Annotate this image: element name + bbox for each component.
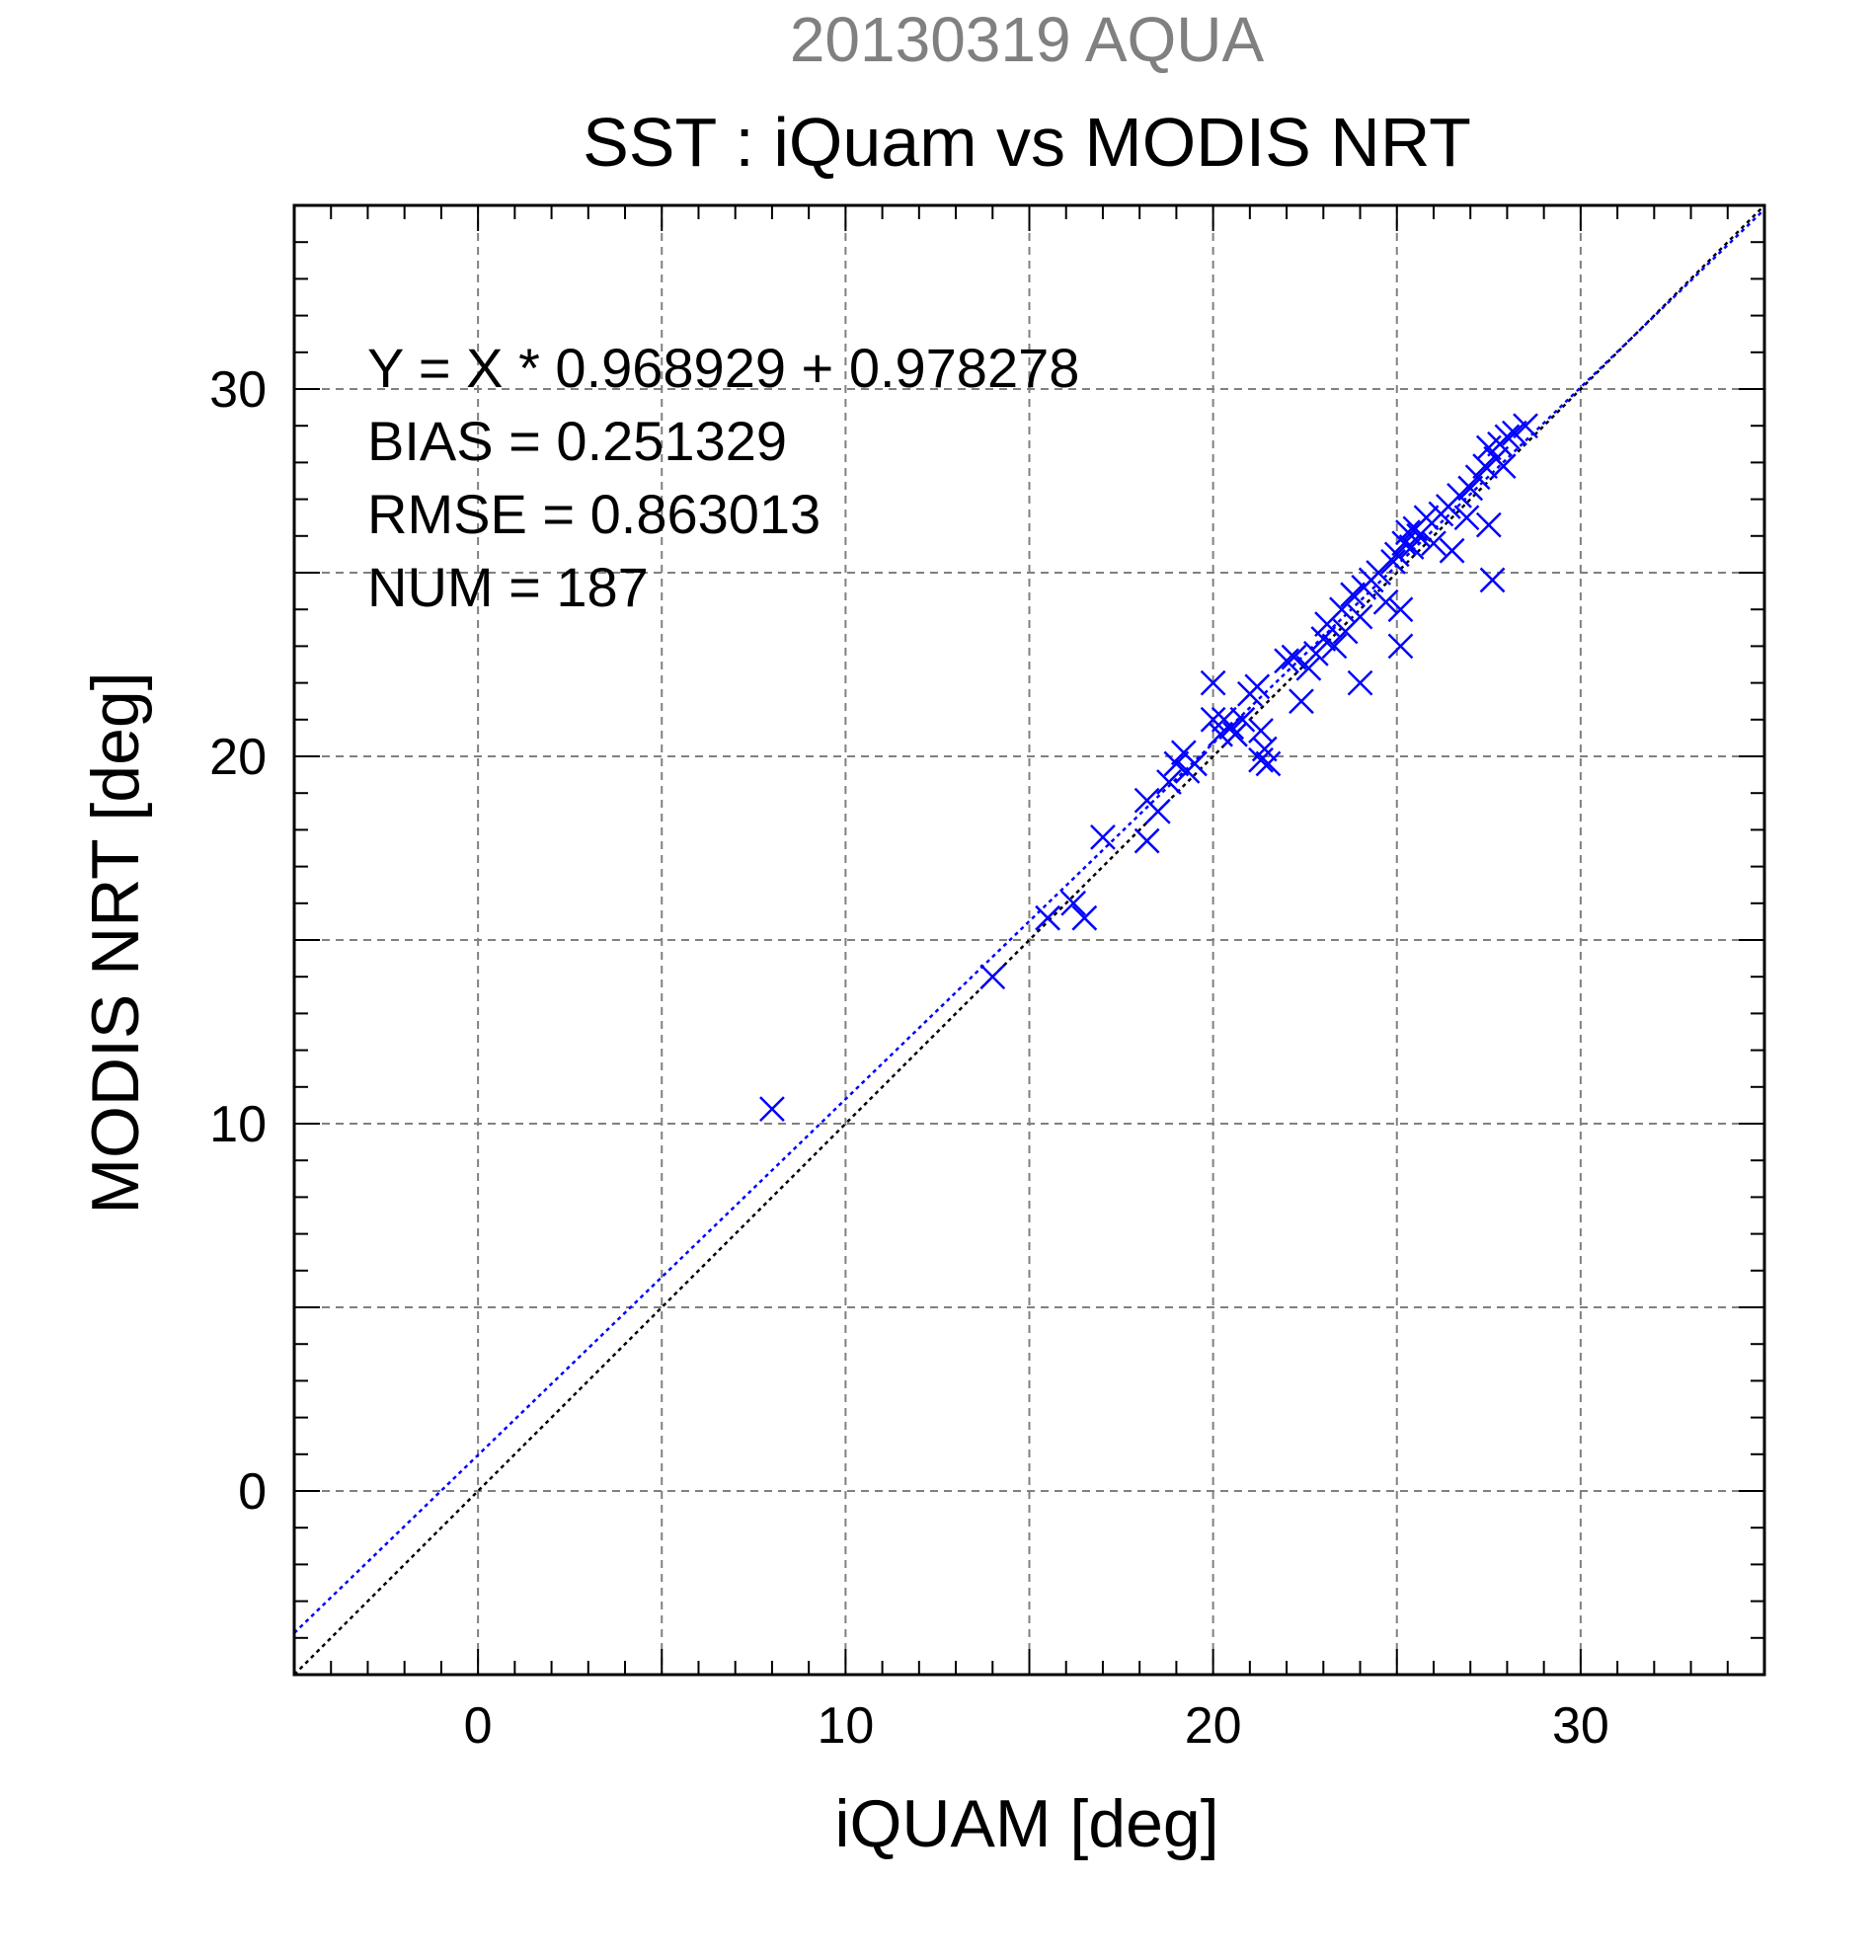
scatter-point — [1413, 505, 1440, 531]
scatter-point — [1387, 633, 1414, 660]
scatter-point — [1501, 420, 1527, 446]
regression-equation: Y = X * 0.968929 + 0.978278 — [367, 337, 1079, 399]
y-tick-label: 30 — [209, 361, 267, 419]
scatter-point — [1255, 750, 1282, 777]
scatter-point — [979, 964, 1006, 990]
scatter-point — [1383, 541, 1410, 568]
data-points — [759, 413, 1538, 1123]
scatter-point — [1281, 644, 1307, 670]
scatter-point — [1163, 750, 1190, 777]
scatter-point — [759, 1096, 785, 1123]
reference-lines — [293, 204, 1765, 1676]
scatter-point — [1439, 537, 1465, 564]
x-tick-label: 30 — [1552, 1697, 1609, 1755]
scatter-point — [1302, 640, 1329, 666]
scatter-point — [1372, 588, 1399, 615]
y-tick-label: 10 — [209, 1096, 267, 1153]
scatter-point — [1218, 714, 1245, 741]
bias-value: BIAS = 0.251329 — [367, 410, 787, 472]
scatter-point — [1071, 904, 1098, 931]
scatter-point — [1200, 706, 1226, 733]
scatter-point — [1060, 890, 1087, 916]
scatter-point — [1472, 453, 1498, 480]
scatter-point — [1229, 706, 1256, 733]
scatter-point — [1133, 827, 1160, 854]
scatter-point — [1329, 596, 1355, 623]
rmse-value: RMSE = 0.863013 — [367, 483, 821, 545]
scatter-point — [1035, 904, 1060, 931]
chart-subtitle: SST : iQuam vs MODIS NRT — [583, 104, 1471, 181]
scatter-point — [1479, 567, 1506, 593]
regression-line — [293, 208, 1765, 1634]
scatter-point — [1421, 530, 1446, 557]
scatter-point — [1380, 548, 1406, 575]
x-tick-label: 20 — [1185, 1697, 1242, 1755]
scatter-point — [1182, 750, 1208, 777]
scatter-point — [1494, 424, 1521, 450]
tick-labels: 0 10 20 30 0 10 20 30 — [209, 361, 1609, 1755]
scatter-point — [1490, 453, 1517, 480]
x-tick-label: 10 — [817, 1697, 874, 1755]
scatter-point — [1387, 596, 1414, 623]
scatter-point — [1406, 522, 1432, 549]
scatter-point — [1347, 669, 1373, 696]
scatter-point — [1310, 626, 1337, 652]
y-tick-label: 20 — [209, 729, 267, 786]
scatter-point — [1513, 413, 1538, 439]
scatter-point — [1251, 736, 1278, 762]
scatter-point — [1453, 505, 1480, 531]
scatter-point — [1274, 648, 1299, 674]
scatter-point — [1090, 823, 1116, 850]
grid-lines — [294, 205, 1764, 1675]
x-axis-label: iQUAM [deg] — [834, 1786, 1218, 1861]
x-tick-label: 0 — [464, 1697, 493, 1755]
scatter-point — [1457, 475, 1484, 502]
minor-ticks — [294, 205, 1764, 1675]
scatter-point — [1340, 582, 1366, 608]
plot-frame — [292, 203, 1766, 1677]
scatter-point — [1200, 669, 1226, 696]
scatter-point — [1289, 688, 1314, 715]
scatter-point — [1295, 655, 1322, 681]
scatter-point — [1347, 603, 1373, 630]
scatter-point — [1475, 511, 1502, 538]
num-value: NUM = 187 — [367, 556, 649, 618]
scatter-point — [1144, 798, 1171, 824]
y-tick-label: 0 — [238, 1463, 267, 1521]
y-axis-label: MODIS NRT [deg] — [78, 671, 153, 1214]
scatter-point — [1244, 673, 1271, 700]
scatter-point — [1156, 769, 1182, 795]
stats-annotation: Y = X * 0.968929 + 0.978278 BIAS = 0.251… — [367, 337, 1079, 618]
scatter-point — [1222, 721, 1248, 747]
chart-title: 20130319 AQUA — [790, 4, 1265, 75]
one-to-one-line — [293, 204, 1765, 1676]
scatter-point — [1321, 633, 1348, 660]
